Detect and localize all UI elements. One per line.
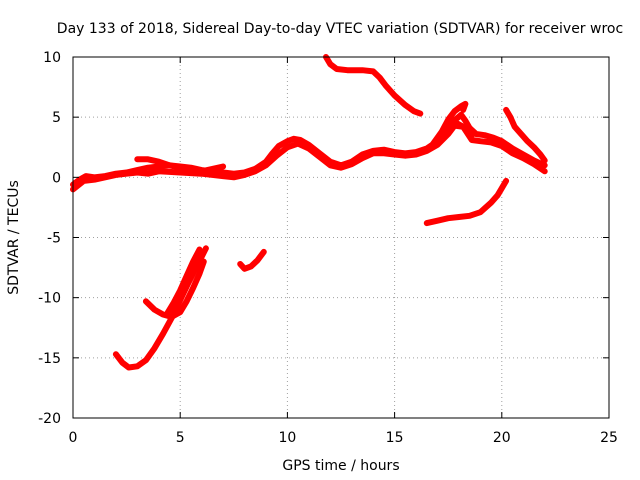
y-tick-label: -20 <box>38 411 61 427</box>
series-line-lower-left-b <box>142 258 207 320</box>
y-tick-label: 5 <box>52 110 61 126</box>
series-line-lower-left-c <box>164 246 203 317</box>
series-line-early-segment <box>134 156 227 175</box>
x-tick-label: 25 <box>600 430 618 446</box>
series-line-small-segment <box>237 248 267 272</box>
y-tick-label: -10 <box>38 291 61 307</box>
series-line-spike-to-peak <box>430 100 469 147</box>
x-tick-label: 15 <box>386 430 404 446</box>
y-axis-label: SDTVAR / TECUs <box>6 180 22 295</box>
y-tick-label: -15 <box>38 351 61 367</box>
axes: 0 5 10 15 20 25 -20 -15 -10 -5 0 5 10 <box>38 50 618 446</box>
x-axis-label: GPS time / hours <box>282 458 399 474</box>
x-tick-label: 5 <box>176 430 185 446</box>
grid <box>73 57 609 418</box>
series-line-right-streak <box>503 106 548 164</box>
series-group <box>70 54 548 371</box>
series-line-dip <box>447 114 475 139</box>
series-line-lower-right <box>423 177 510 227</box>
y-tick-label: -5 <box>47 231 61 247</box>
series-line-lower-left-a <box>112 245 209 371</box>
x-tick-label: 0 <box>69 430 78 446</box>
series-line-main-band <box>70 122 548 193</box>
series-line-upper-right <box>323 54 424 117</box>
y-tick-label: 0 <box>52 170 61 186</box>
x-tick-label: 20 <box>493 430 511 446</box>
x-tick-label: 10 <box>278 430 296 446</box>
chart-title: Day 133 of 2018, Sidereal Day-to-day VTE… <box>57 21 623 37</box>
y-tick-label: 10 <box>43 50 61 66</box>
